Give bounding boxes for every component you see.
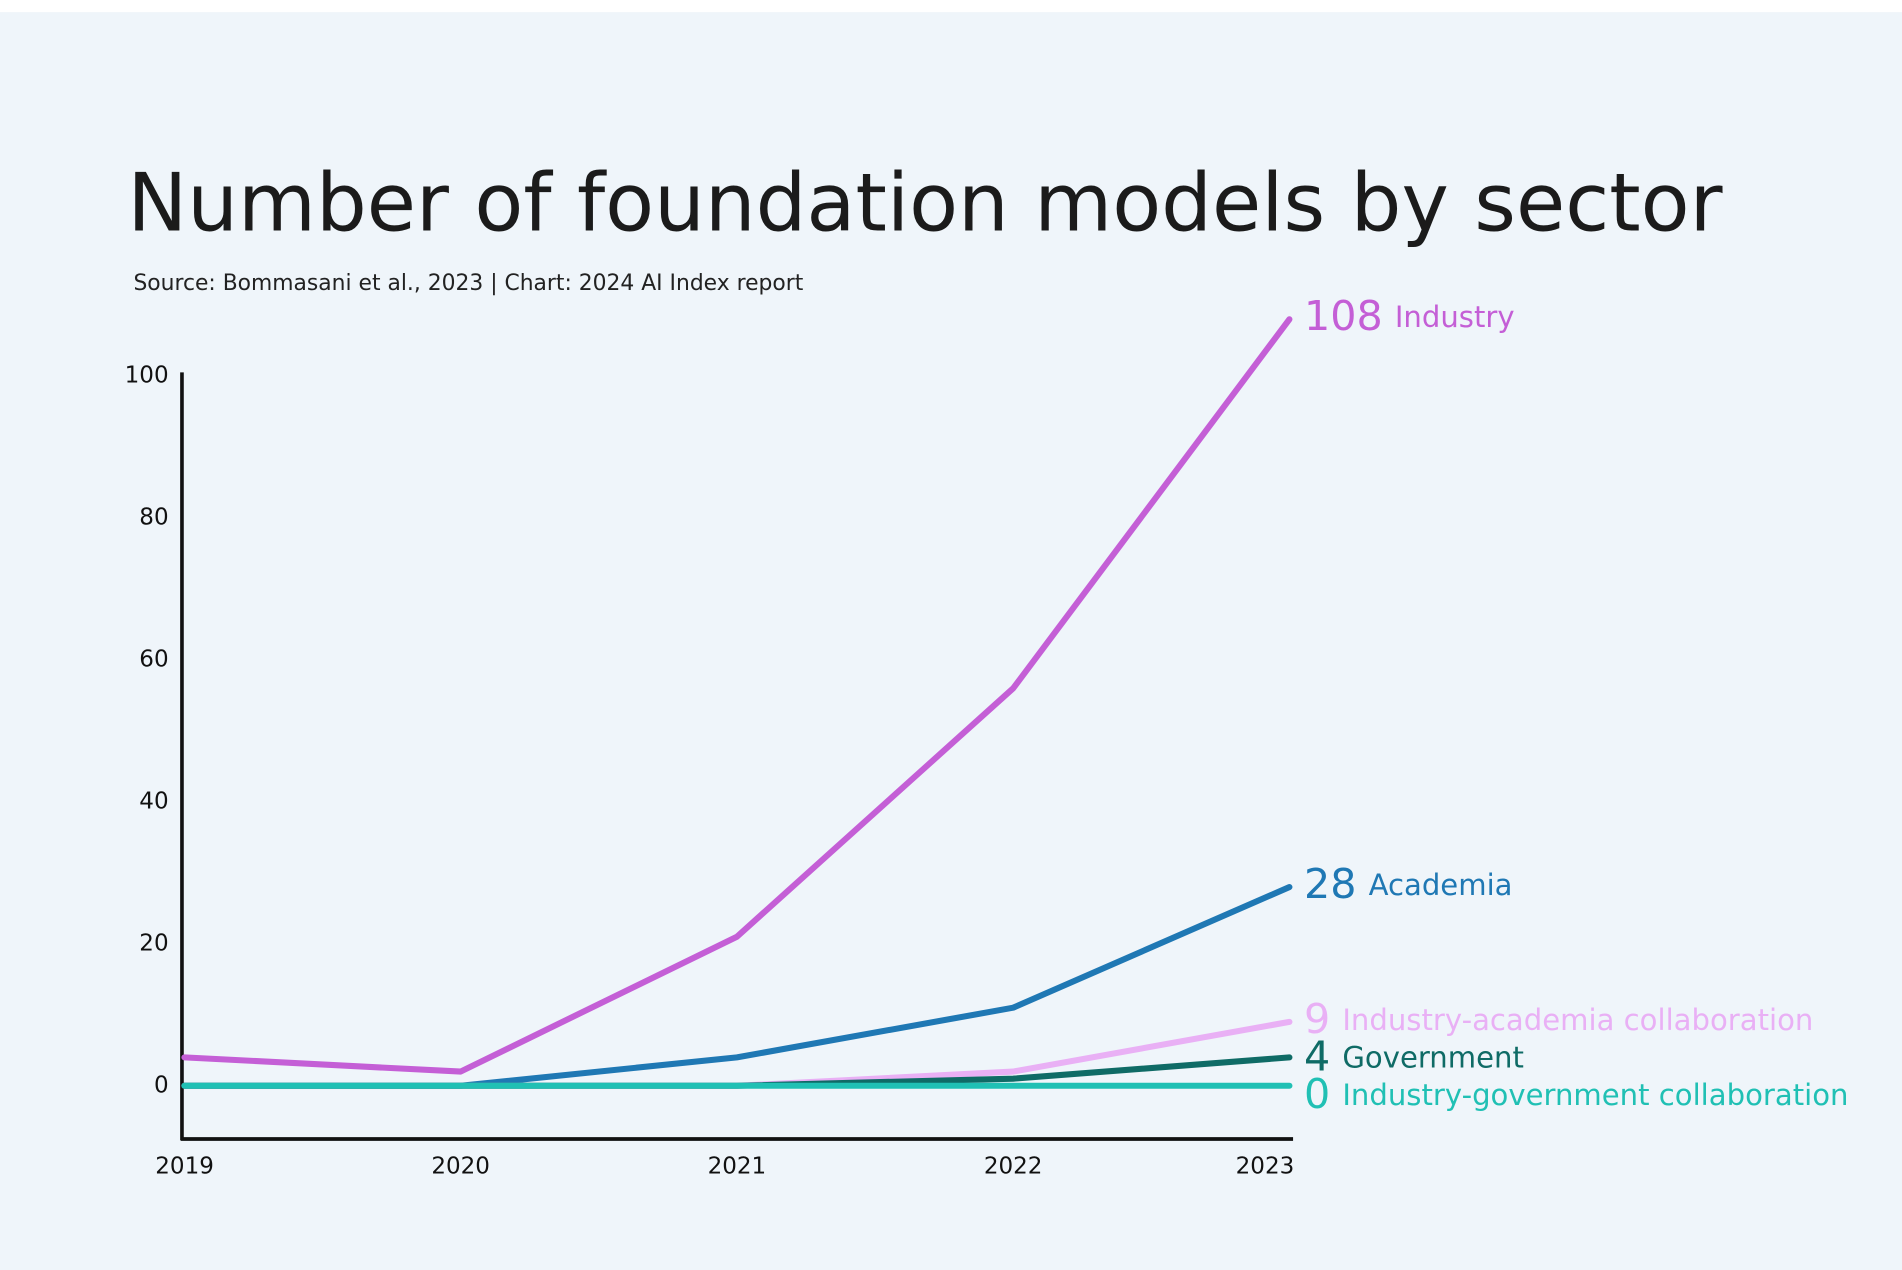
y-tick-label: 60 xyxy=(139,646,168,672)
legend-label: Industry-government collaboration xyxy=(1342,1078,1848,1112)
series-line xyxy=(181,316,1293,1075)
legend-label: Government xyxy=(1342,1040,1524,1074)
background xyxy=(0,12,1902,1270)
end-value: 28 xyxy=(1304,860,1356,908)
end-label: 9 Industry-academia collaboration xyxy=(1304,995,1813,1043)
end-value: 108 xyxy=(1304,292,1383,340)
x-tick-label: 2023 xyxy=(1236,1153,1295,1179)
end-value: 9 xyxy=(1304,995,1330,1043)
legend-label: Industry-academia collaboration xyxy=(1342,1003,1813,1037)
end-value: 4 xyxy=(1304,1032,1330,1080)
y-tick-label: 100 xyxy=(125,363,169,389)
legend-label: Academia xyxy=(1369,868,1513,902)
x-tick-label: 2022 xyxy=(984,1153,1043,1179)
y-tick-label: 0 xyxy=(154,1072,169,1098)
end-value: 0 xyxy=(1304,1070,1330,1118)
x-tick-label: 2021 xyxy=(708,1153,767,1179)
end-label: 4 Government xyxy=(1304,1032,1524,1080)
x-tick-label: 2019 xyxy=(155,1153,214,1179)
y-tick-label: 80 xyxy=(139,504,168,530)
chart-title: Number of foundation models by sector xyxy=(127,157,1722,250)
x-tick-label: 2020 xyxy=(431,1153,490,1179)
y-tick-label: 20 xyxy=(139,930,168,956)
end-label: 0 Industry-government collaboration xyxy=(1304,1070,1849,1118)
legend-label: Industry xyxy=(1395,300,1515,334)
end-label: 108 Industry xyxy=(1304,292,1515,340)
chart-subtitle: Source: Bommasani et al., 2023 | Chart: … xyxy=(133,271,803,296)
y-tick-label: 40 xyxy=(139,788,168,814)
end-label: 28 Academia xyxy=(1304,860,1513,908)
